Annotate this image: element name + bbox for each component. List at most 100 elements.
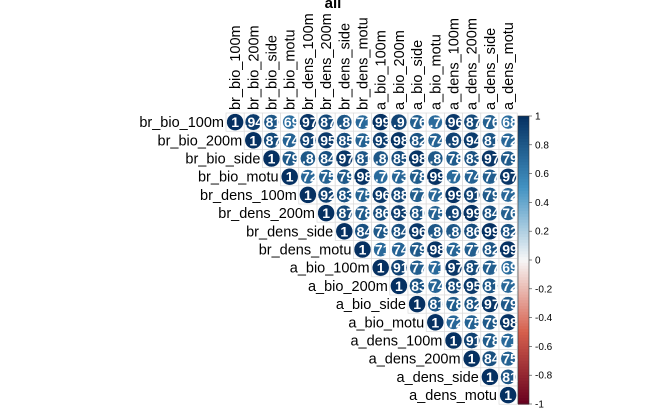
column-labels: br_bio_100m br_bio_200m br_bio_side br_bio_… — [228, 13, 517, 110]
column-label: a_bio_motu — [428, 34, 444, 110]
corr-circle — [317, 113, 335, 131]
corr-value-label: 1 — [468, 351, 476, 367]
corr-value-label: .77 — [480, 260, 500, 276]
corr-circle — [317, 186, 335, 204]
corr-value-label: 1 — [431, 314, 439, 330]
corr-circle — [463, 113, 480, 131]
colorbar-segment — [518, 251, 529, 255]
corr-value-label: .87 — [335, 205, 355, 221]
corr-circle — [427, 205, 443, 221]
column-label: a_dens_motu — [501, 22, 517, 110]
corr-value-label: .84 — [353, 223, 373, 239]
corr-value-label: .8 — [338, 114, 350, 130]
colorbar-segment — [518, 280, 529, 284]
corr-value-label: .9 — [393, 114, 405, 130]
colorbar-segment — [518, 355, 529, 359]
corr-circle — [263, 114, 280, 130]
corr-circle — [463, 186, 481, 204]
corr-circle — [390, 113, 408, 131]
corr-circle — [390, 204, 408, 222]
colorbar-segment — [518, 150, 529, 155]
column-label: a_bio_100m — [374, 30, 390, 110]
corr-value-label: .84 — [480, 351, 500, 367]
corr-circle — [500, 132, 516, 148]
column-label: a_bio_side — [410, 40, 426, 110]
colorbar-segment — [518, 196, 529, 201]
corr-circle — [500, 260, 516, 276]
colorbar-segment — [518, 239, 529, 244]
corr-circle — [445, 150, 462, 167]
colorbar-segment — [518, 300, 529, 304]
row-label: a_bio_side — [336, 297, 406, 313]
corr-value-label: .91 — [462, 333, 482, 349]
corr-circle — [371, 113, 390, 131]
column-label: br_bio_100m — [228, 25, 244, 110]
corr-circle — [353, 168, 372, 186]
corr-value-label: .94 — [462, 132, 482, 148]
colorbar-segment — [518, 311, 529, 316]
corr-value-label: .99 — [444, 187, 464, 203]
colorbar-segment — [518, 357, 529, 362]
colorbar-segment — [518, 386, 529, 391]
corr-value-label: .83 — [335, 187, 355, 203]
colorbar-segment — [518, 329, 529, 333]
corr-value-label: .75 — [353, 132, 373, 148]
corr-circle — [408, 222, 426, 240]
corr-circle — [500, 205, 516, 221]
colorbar-segment — [518, 257, 529, 261]
corr-value-label: .74 — [462, 169, 482, 185]
colorbar-segment — [518, 294, 529, 299]
corr-value-label: .77 — [407, 260, 427, 276]
corr-value-label: .7 — [429, 114, 441, 130]
corr-value-label: .99 — [426, 169, 446, 185]
colorbar-segment — [518, 340, 529, 345]
colorbar-segment — [518, 383, 529, 388]
corr-circle — [445, 131, 462, 149]
corr-value-label: .9 — [448, 205, 460, 221]
corr-circle — [282, 132, 298, 148]
corr-circle — [481, 295, 499, 313]
corr-value-label: .81 — [407, 205, 427, 221]
colorbar-tick-label: -0.6 — [535, 342, 553, 353]
colorbar-segment — [518, 213, 529, 218]
corr-value-label: .92 — [316, 187, 336, 203]
corr-circle — [481, 205, 498, 222]
colorbar-tick-label: -0.2 — [535, 284, 553, 295]
corr-value-label: .87 — [262, 132, 282, 148]
colorbar-segment — [518, 228, 529, 232]
corr-circle — [244, 131, 263, 150]
colorbar-tick-label: 1 — [535, 112, 541, 123]
corr-circle — [445, 277, 462, 295]
corr-value-label: 1 — [450, 333, 458, 349]
corr-value-label: .83 — [407, 278, 427, 294]
colorbar-segment — [518, 190, 529, 195]
row-label: a_dens_side — [397, 370, 479, 386]
colorbar-segment — [518, 147, 529, 152]
corr-circle — [318, 169, 334, 185]
colorbar-segment — [518, 337, 529, 342]
corr-circle — [427, 278, 443, 294]
corr-circle — [373, 169, 389, 185]
corr-value-label: .77 — [480, 169, 500, 185]
corr-value-label: .94 — [244, 114, 264, 130]
colorbar-segment — [518, 277, 529, 281]
colorbar-tick-label: -1 — [535, 400, 544, 411]
corr-circle — [263, 132, 280, 149]
corr-circle — [482, 187, 498, 203]
corr-circle — [336, 114, 353, 130]
column-label: a_dens_200m — [465, 18, 481, 110]
column-label: a_bio_200m — [392, 30, 408, 110]
row-label: br_bio_side — [185, 152, 260, 168]
corr-value-label: .97 — [498, 169, 518, 185]
corr-circle — [499, 240, 517, 259]
corr-value-label: .99 — [498, 242, 518, 258]
colorbar-segment — [518, 124, 529, 129]
column-label: br_dens_side — [337, 23, 353, 110]
corr-value-label: .77 — [462, 242, 482, 258]
colorbar-segment — [518, 245, 529, 250]
corr-circle — [499, 313, 517, 331]
row-label: br_bio_motu — [198, 170, 279, 186]
corr-circle — [391, 241, 407, 258]
colorbar-segment — [518, 141, 529, 146]
